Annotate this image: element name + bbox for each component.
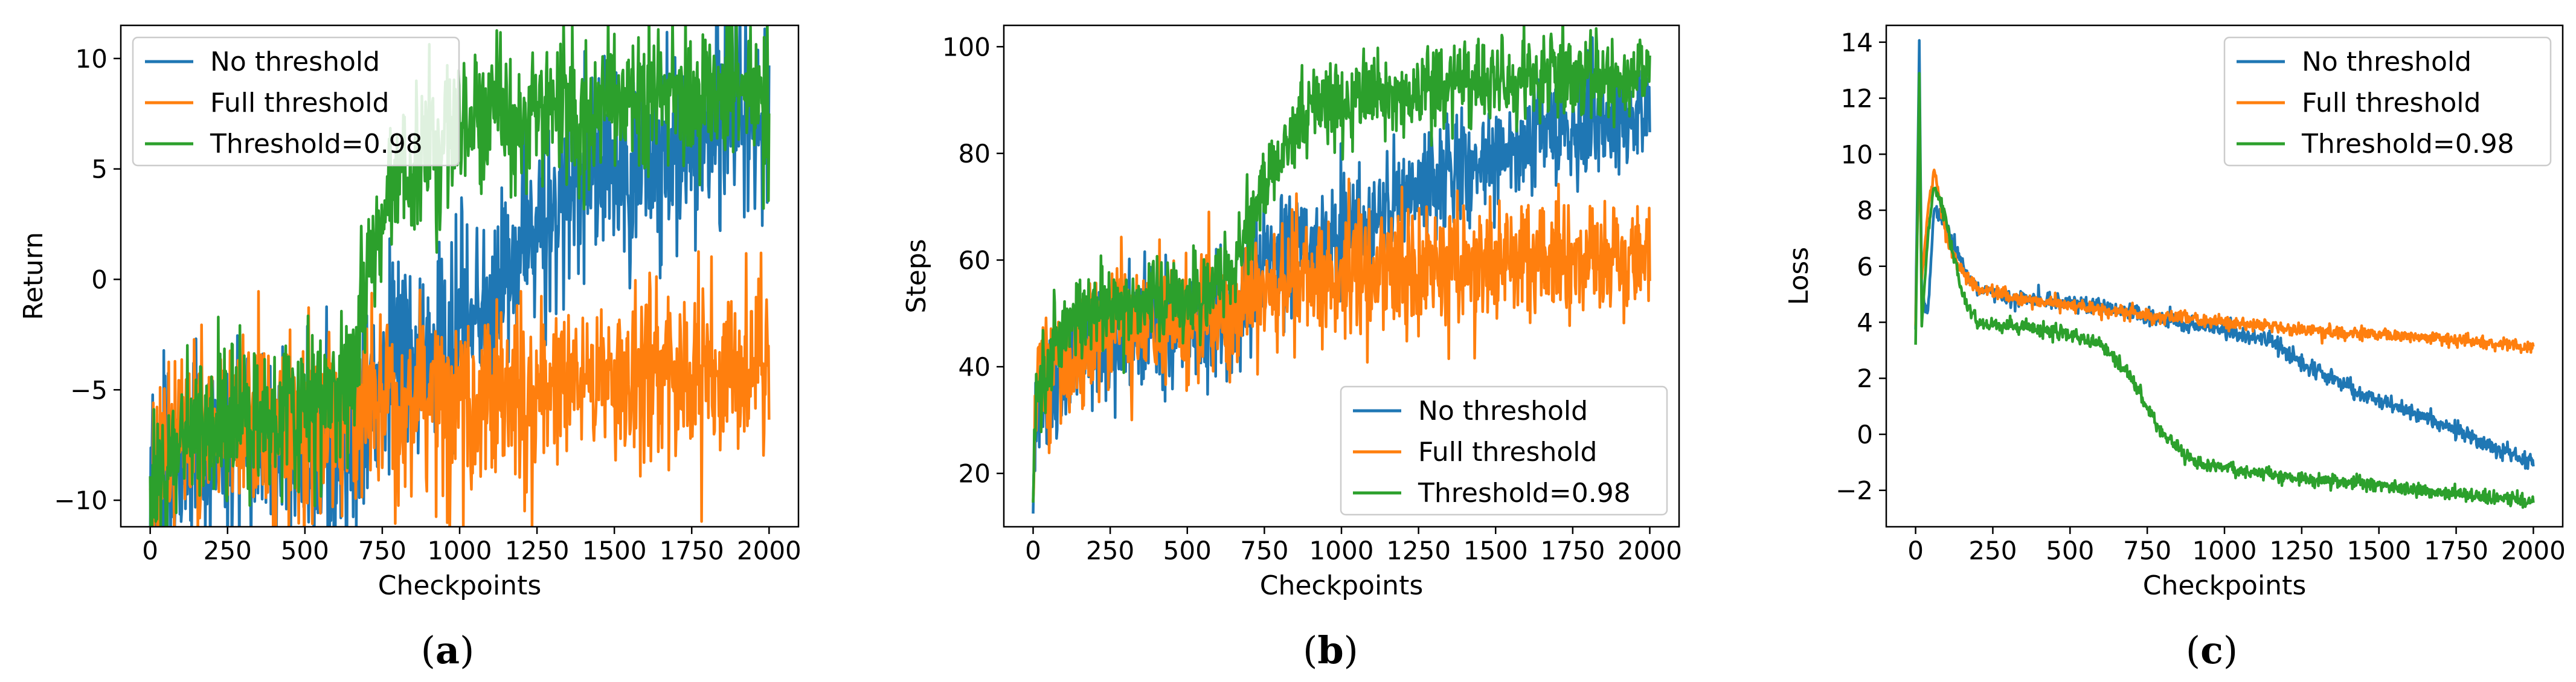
x-tick-label: 0 (1907, 536, 1924, 565)
legend-label: Full threshold (1418, 437, 1597, 468)
y-tick-label: 12 (1841, 84, 1873, 114)
panel-caption: (a) (421, 628, 475, 672)
panel-caption: (b) (1303, 628, 1358, 672)
caption-open-paren: ( (421, 628, 435, 672)
series-line-threshold-0-98 (1914, 72, 2535, 509)
y-tick-label: −2 (1836, 476, 1873, 506)
chart-panel-a: 0 250 500 750 1000 1250 1500 1750 2000 −10 −5 0 5 10 C… (18, 24, 801, 672)
x-axis-label: Checkpoints (2143, 570, 2307, 601)
y-tick-label: 8 (1857, 196, 1873, 225)
caption-close-paren: ) (460, 628, 474, 672)
series-line-threshold-0-98 (1032, 25, 1651, 503)
x-tick-label: 2000 (2501, 536, 2566, 565)
y-axis-label: Return (18, 232, 49, 320)
y-tick-label: 2 (1857, 364, 1873, 393)
caption-letter: b (1317, 628, 1343, 672)
x-tick-label: 1000 (1309, 536, 1374, 565)
legend-label: Threshold=0.98 (210, 129, 423, 159)
x-tick-label: 1000 (428, 536, 492, 565)
y-axis-label: Steps (901, 239, 932, 313)
y-tick-label: 10 (1841, 140, 1873, 169)
y-tick-label: 10 (75, 44, 108, 74)
legend-label: Threshold=0.98 (2301, 129, 2514, 159)
caption-letter: c (2200, 628, 2223, 672)
x-tick-label: 1250 (1386, 536, 1451, 565)
x-tick-label: 1750 (660, 536, 724, 565)
y-tick-label: 0 (1857, 420, 1873, 449)
x-tick-label: 250 (1086, 536, 1134, 565)
legend-label: No threshold (210, 47, 380, 77)
x-tick-label: 1250 (2269, 536, 2334, 565)
y-tick-label: 60 (959, 246, 991, 275)
y-tick-label: 0 (91, 265, 108, 294)
y-tick-label: 4 (1857, 308, 1873, 338)
y-axis-label: Loss (1784, 247, 1814, 306)
legend-label: Threshold=0.98 (1418, 478, 1631, 509)
legend: No threshold Full threshold Threshold=0.98 (2223, 36, 2552, 167)
panel-caption: (c) (2186, 628, 2238, 672)
series-line-full-threshold (1032, 178, 1651, 501)
x-tick-label: 250 (1968, 536, 2017, 565)
x-axis-label: Checkpoints (378, 570, 542, 601)
y-tick-label: 40 (959, 352, 991, 382)
x-tick-label: 750 (1240, 536, 1288, 565)
legend: No threshold Full threshold Threshold=0.98 (132, 36, 460, 167)
x-tick-label: 750 (358, 536, 406, 565)
y-tick-label: 5 (91, 155, 108, 184)
y-tick-label: 100 (942, 32, 991, 62)
legend-box (1340, 385, 1668, 516)
x-tick-label: 2000 (737, 536, 801, 565)
x-tick-label: 500 (2046, 536, 2094, 565)
y-tick-label: 14 (1841, 28, 1873, 57)
y-tick-label: 6 (1857, 252, 1873, 281)
x-tick-label: 1500 (2346, 536, 2411, 565)
x-tick-label: 1500 (582, 536, 647, 565)
x-tick-label: 750 (2123, 536, 2171, 565)
caption-open-paren: ( (2186, 628, 2200, 672)
legend-label: No threshold (2302, 47, 2472, 77)
x-tick-label: 1750 (1540, 536, 1605, 565)
y-tick-label: 80 (959, 139, 991, 169)
legend-box (2223, 36, 2552, 167)
x-axis-label: Checkpoints (1260, 570, 1424, 601)
legend-label: Full threshold (210, 88, 389, 118)
chart-panel-c: 0 250 500 750 1000 1250 1500 1750 2000 −2 0 2 4 6 8 10 1… (1784, 24, 2566, 672)
legend-label: Full threshold (2302, 88, 2481, 118)
chart-panel-b: 0 250 500 750 1000 1250 1500 1750 2000 20 40 60 80 10… (901, 24, 1682, 672)
x-tick-label: 250 (204, 536, 252, 565)
series-line-full-threshold (1914, 154, 2535, 355)
x-tick-label: 1500 (1463, 536, 1528, 565)
y-tick-label: −10 (54, 486, 108, 515)
caption-close-paren: ) (2223, 628, 2238, 672)
x-tick-label: 1000 (2192, 536, 2257, 565)
legend-box (132, 36, 460, 167)
caption-open-paren: ( (1303, 628, 1317, 672)
caption-letter: a (435, 628, 460, 672)
y-tick-label: −5 (70, 375, 108, 405)
x-tick-label: 500 (1163, 536, 1212, 565)
legend: No threshold Full threshold Threshold=0.98 (1340, 385, 1668, 516)
x-tick-label: 0 (1025, 536, 1041, 565)
x-tick-label: 500 (281, 536, 329, 565)
caption-close-paren: ) (1344, 628, 1358, 672)
x-tick-label: 1250 (505, 536, 570, 565)
x-tick-label: 2000 (1617, 536, 1682, 565)
x-tick-label: 1750 (2424, 536, 2488, 565)
legend-label: No threshold (1418, 396, 1588, 426)
y-tick-label: 20 (959, 459, 991, 489)
x-tick-label: 0 (142, 536, 158, 565)
